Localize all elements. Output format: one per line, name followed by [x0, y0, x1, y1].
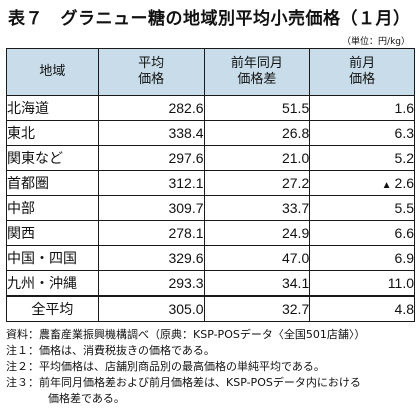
- mom-cell: 11.0: [309, 270, 415, 297]
- yoy-diff-cell: 27.2: [203, 170, 311, 196]
- note-1: 注１： 価格は、消費税抜きの価格である。: [6, 343, 365, 359]
- note-label: 資料：: [6, 328, 39, 341]
- mom-cell: 6.9: [309, 245, 415, 271]
- total-avg-price-cell: 305.0: [97, 295, 205, 322]
- table-row: 関東など 297.6 21.0 5.2: [6, 145, 415, 171]
- unit-label: （単位：円/kg）: [342, 37, 410, 47]
- table-row: 中部 309.7 33.7 5.5: [6, 195, 415, 221]
- avg-price-cell: 309.7: [97, 195, 205, 221]
- yoy-diff-cell: 21.0: [203, 145, 311, 171]
- region-cell: 中部: [6, 195, 99, 221]
- avg-price-cell: 282.6: [97, 95, 205, 121]
- header-yoy-diff: 前年同月 価格差: [203, 48, 311, 96]
- header-yoy-diff-line1: 前年同月: [230, 56, 283, 71]
- avg-price-cell: 297.6: [97, 145, 205, 171]
- mom-cell: 1.6: [309, 95, 415, 121]
- price-table: 地域 平均 価格 前年同月 価格差 前月 価格 北海道 282.6 51.5 1…: [6, 48, 415, 322]
- header-avg-price-line1: 平均: [138, 56, 165, 71]
- avg-price-cell: 312.1: [97, 170, 205, 196]
- note-3: 注３： 前年同月価格差および前月価格差は、KSP-POSデータ内における: [6, 375, 365, 391]
- total-mom-cell: 4.8: [309, 295, 415, 322]
- note-text: 農畜産業振興機構調べ（原典：KSP-POSデータ〈全国501店舗〉）: [39, 328, 366, 341]
- header-region: 地域: [6, 48, 99, 96]
- note-text: 前年同月価格差および前月価格差は、KSP-POSデータ内における: [39, 376, 361, 389]
- table-row: 東北 338.4 26.8 6.3: [6, 120, 415, 146]
- note-label: 注３：: [6, 376, 39, 389]
- header-avg-price-line2: 価格: [138, 72, 165, 87]
- note-2: 注２： 平均価格は、店舗別商品別の最高価格の単純平均である。: [6, 359, 365, 375]
- mom-cell: 6.3: [309, 120, 415, 146]
- header-mom-line1: 前月: [349, 56, 376, 71]
- mom-cell: 6.6: [309, 220, 415, 246]
- yoy-diff-cell: 51.5: [203, 95, 311, 121]
- total-region-cell: 全平均: [6, 295, 99, 322]
- region-cell: 首都圏: [6, 170, 99, 196]
- avg-price-cell: 338.4: [97, 120, 205, 146]
- mom-value: 6.6: [394, 225, 414, 241]
- yoy-diff-cell: 34.1: [203, 270, 311, 297]
- total-yoy-diff-cell: 32.7: [203, 295, 311, 322]
- header-mom: 前月 価格: [309, 48, 415, 96]
- note-text: 平均価格は、店舗別商品別の最高価格の単純平均である。: [39, 360, 325, 373]
- region-cell: 中国・四国: [6, 245, 99, 271]
- mom-value: 5.5: [394, 200, 414, 216]
- header-mom-line2: 価格: [349, 72, 376, 87]
- mom-value: 1.6: [394, 100, 414, 116]
- mom-value: 11.0: [387, 275, 414, 291]
- table-row: 中国・四国 329.6 47.0 6.9: [6, 245, 415, 271]
- table-row: 関西 278.1 24.9 6.6: [6, 220, 415, 246]
- table-row: 北海道 282.6 51.5 1.6: [6, 95, 415, 121]
- header-yoy-diff-line2: 価格差: [237, 72, 277, 87]
- mom-cell: ▲ 2.6: [309, 170, 415, 196]
- mom-cell: 5.2: [309, 145, 415, 171]
- table-row: 首都圏 312.1 27.2 ▲ 2.6: [6, 170, 415, 196]
- region-cell: 九州・沖縄: [6, 270, 99, 297]
- yoy-diff-cell: 47.0: [203, 245, 311, 271]
- avg-price-cell: 329.6: [97, 245, 205, 271]
- yoy-diff-cell: 26.8: [203, 120, 311, 146]
- region-cell: 関東など: [6, 145, 99, 171]
- note-label: 注２：: [6, 360, 39, 373]
- header-avg-price: 平均 価格: [97, 48, 205, 96]
- mom-value: 6.9: [394, 250, 414, 266]
- table-title: 表７ グラニュー糖の地域別平均小売価格（１月）: [8, 9, 411, 29]
- note-3-continuation: 価格差である。: [48, 392, 125, 405]
- yoy-diff-cell: 33.7: [203, 195, 311, 221]
- note-label: 注１：: [6, 344, 39, 357]
- note-text: 価格は、消費税抜きの価格である。: [39, 344, 215, 357]
- mom-cell: 5.5: [309, 195, 415, 221]
- region-cell: 東北: [6, 120, 99, 146]
- avg-price-cell: 293.3: [97, 270, 205, 297]
- decrease-marker: ▲: [381, 180, 392, 191]
- mom-value: 2.6: [394, 175, 414, 191]
- mom-value: 6.3: [394, 125, 414, 141]
- table-row: 九州・沖縄 293.3 34.1 11.0: [6, 270, 415, 297]
- mom-value: 5.2: [394, 150, 414, 166]
- footnotes: 資料： 農畜産業振興機構調べ（原典：KSP-POSデータ〈全国501店舗〉） 注…: [6, 327, 365, 407]
- total-row: 全平均 305.0 32.7 4.8: [6, 295, 415, 322]
- region-cell: 関西: [6, 220, 99, 246]
- source-note: 資料： 農畜産業振興機構調べ（原典：KSP-POSデータ〈全国501店舗〉）: [6, 327, 365, 343]
- avg-price-cell: 278.1: [97, 220, 205, 246]
- yoy-diff-cell: 24.9: [203, 220, 311, 246]
- region-cell: 北海道: [6, 95, 99, 121]
- header-row: 地域 平均 価格 前年同月 価格差 前月 価格: [6, 48, 415, 96]
